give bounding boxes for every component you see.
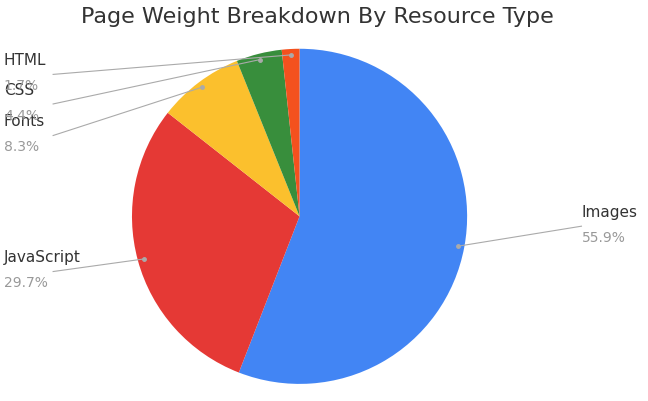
Wedge shape — [132, 113, 299, 373]
Wedge shape — [282, 50, 299, 217]
Text: JavaScript: JavaScript — [4, 250, 81, 265]
Text: Images: Images — [581, 205, 638, 219]
Text: 8.3%: 8.3% — [4, 140, 39, 154]
Text: 1.7%: 1.7% — [4, 79, 39, 93]
Text: CSS: CSS — [4, 83, 34, 97]
Text: 29.7%: 29.7% — [4, 276, 48, 290]
Title: Page Weight Breakdown By Resource Type: Page Weight Breakdown By Resource Type — [81, 7, 553, 27]
Text: 55.9%: 55.9% — [581, 231, 625, 245]
Text: HTML: HTML — [4, 53, 47, 68]
Wedge shape — [168, 62, 299, 217]
Wedge shape — [237, 51, 299, 217]
Wedge shape — [239, 50, 467, 384]
Text: 4.4%: 4.4% — [4, 109, 39, 122]
Text: Fonts: Fonts — [4, 114, 45, 129]
